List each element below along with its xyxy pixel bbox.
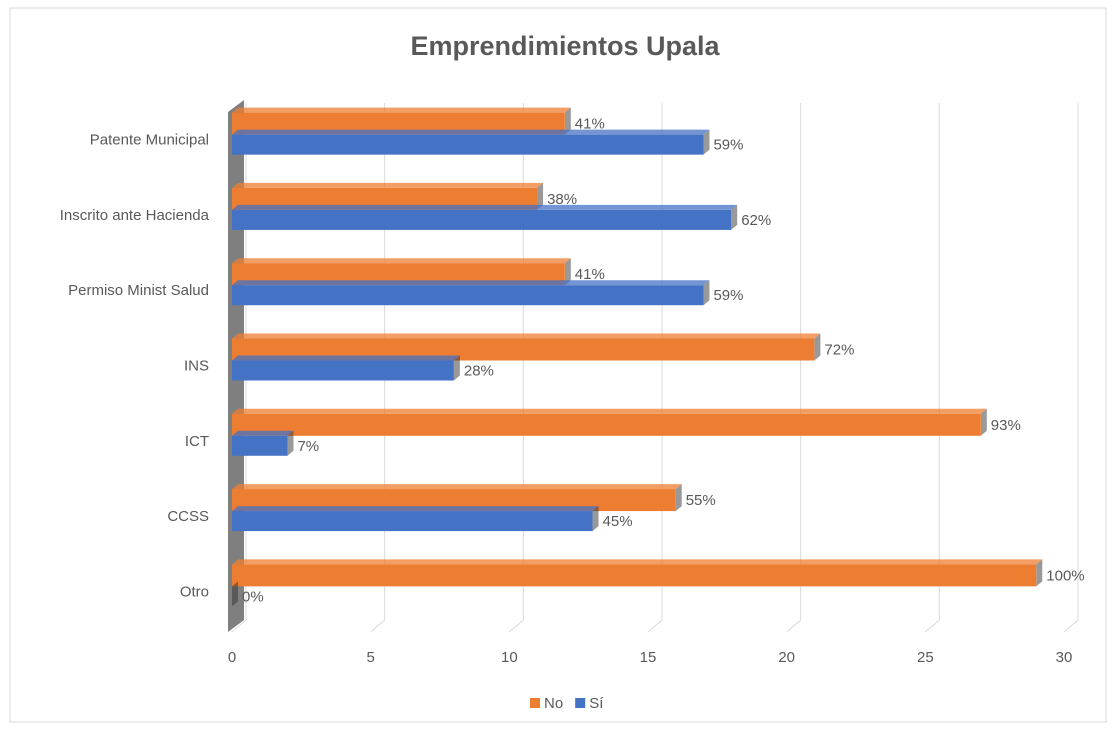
- bar: [232, 134, 704, 155]
- bar-side: [592, 506, 599, 532]
- data-label: 0%: [242, 588, 264, 605]
- y-tick-label: ICT: [185, 433, 209, 450]
- data-label: 59%: [713, 137, 743, 154]
- legend-label: No: [544, 695, 563, 712]
- bar-top: [232, 182, 544, 188]
- y-tick-label: Patente Municipal: [90, 132, 209, 149]
- data-label: 45%: [603, 513, 633, 530]
- data-label: 41%: [575, 266, 605, 283]
- bar-top: [232, 129, 710, 135]
- bar-side: [731, 204, 738, 230]
- x-tick-label: 5: [366, 649, 374, 666]
- grid-line: [925, 103, 940, 633]
- bar-top: [232, 333, 821, 339]
- legend-swatch: [575, 698, 586, 708]
- bar-side: [814, 333, 821, 361]
- bar: [232, 338, 815, 361]
- data-label: 55%: [686, 492, 716, 509]
- bar-top: [232, 408, 987, 414]
- bar: [232, 511, 593, 532]
- bar: [232, 112, 565, 135]
- bar-top: [232, 506, 599, 512]
- chart-title: Emprendimientos Upala: [410, 31, 720, 61]
- data-label: 62%: [741, 212, 771, 229]
- data-label: 28%: [464, 362, 494, 379]
- bar-side: [1036, 559, 1043, 587]
- bar: [232, 435, 288, 456]
- y-tick-label: Permiso Minist Salud: [68, 282, 209, 299]
- bar-top: [232, 204, 738, 210]
- bar-side: [287, 430, 294, 456]
- bar-side: [453, 355, 460, 381]
- data-label: 59%: [713, 287, 743, 304]
- bar-top: [232, 559, 1043, 565]
- bar-top: [232, 258, 571, 264]
- y-tick-label: Otro: [180, 583, 209, 600]
- grid-line: [786, 103, 802, 633]
- data-label: 72%: [824, 341, 854, 358]
- bar-side: [564, 258, 571, 286]
- bar-side: [564, 107, 571, 135]
- bar: [232, 263, 565, 286]
- data-label: 41%: [575, 116, 605, 133]
- x-tick-label: 10: [501, 649, 518, 666]
- bar-side: [232, 581, 238, 607]
- data-label: 7%: [297, 438, 319, 455]
- bar-side: [537, 182, 544, 210]
- bar-top: [232, 484, 682, 490]
- data-label: 93%: [991, 417, 1021, 434]
- data-label: 38%: [547, 191, 577, 208]
- y-tick-label: INS: [184, 357, 209, 374]
- legend-swatch: [530, 698, 540, 708]
- bar: [232, 413, 981, 436]
- bar-top: [232, 280, 710, 286]
- bar: [232, 564, 1037, 587]
- bar: [232, 209, 732, 230]
- x-tick-label: 0: [228, 649, 236, 666]
- x-tick-label: 20: [778, 649, 795, 666]
- bar-top: [232, 107, 571, 113]
- bar: [232, 285, 704, 306]
- bar: [232, 187, 538, 210]
- data-label: 100%: [1046, 567, 1084, 584]
- x-tick-label: 15: [640, 649, 657, 666]
- bar-top: [232, 430, 294, 436]
- bar-side: [703, 280, 710, 306]
- bar-top: [232, 355, 460, 361]
- grid-line: [647, 103, 663, 633]
- bar-side: [703, 129, 710, 155]
- bar: [232, 489, 676, 512]
- bar-side: [980, 408, 987, 436]
- grid-line: [1063, 103, 1079, 633]
- legend-label: Sí: [589, 695, 604, 712]
- bar-side: [675, 484, 682, 512]
- x-tick-label: 25: [917, 649, 934, 666]
- y-tick-label: Inscrito ante Hacienda: [60, 207, 210, 224]
- x-tick-label: 30: [1056, 649, 1073, 666]
- y-tick-label: CCSS: [167, 508, 209, 525]
- bar: [232, 360, 454, 381]
